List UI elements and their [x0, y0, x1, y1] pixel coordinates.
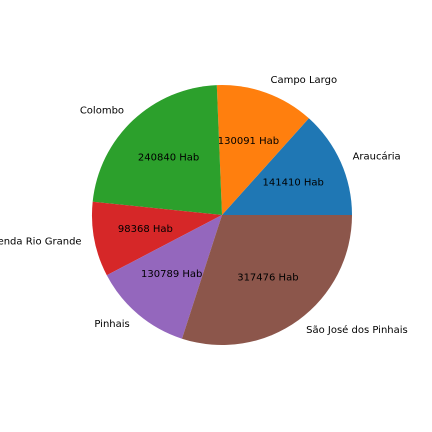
slice-value-label-fazenda-rio-grande: 98368 Hab — [118, 224, 173, 235]
slice-category-label-fazenda-rio-grande: Fazenda Rio Grande — [0, 237, 82, 248]
slice-category-label-campo-largo: Campo Largo — [270, 75, 337, 86]
pie-slice-colombo — [92, 85, 223, 215]
slice-value-label-campo-largo: 130091 Hab — [218, 136, 279, 147]
slice-category-label-araucaria: Araucária — [353, 150, 401, 162]
slice-value-label-pinhais: 130789 Hab — [141, 269, 202, 280]
slice-labels-group: Araucária Campo Largo Colombo Fazenda Rio G… — [0, 75, 408, 336]
slice-value-label-colombo: 240840 Hab — [138, 153, 199, 164]
slice-value-label-sao-jose-dos-pinhais: 317476 Hab — [237, 273, 298, 284]
pie-slice-fazenda-rio-grande — [91, 201, 222, 276]
slice-category-label-pinhais: Pinhais — [94, 319, 129, 330]
pie-slice-campo-largo — [216, 85, 309, 215]
pie-slice-sao-jose-dos-pinhais — [181, 215, 352, 345]
pie-slice-araucaria — [222, 118, 352, 215]
slices-group — [91, 85, 352, 345]
value-labels-group: 141410 Hab 130091 Hab 240840 Hab 98368 Hab 1… — [118, 136, 324, 283]
slice-value-label-araucaria: 141410 Hab — [263, 178, 324, 189]
slice-category-label-sao-jose-dos-pinhais: São José dos Pinhais — [306, 324, 408, 336]
slice-category-label-colombo: Colombo — [80, 105, 124, 116]
pie-slice-pinhais — [106, 215, 222, 339]
